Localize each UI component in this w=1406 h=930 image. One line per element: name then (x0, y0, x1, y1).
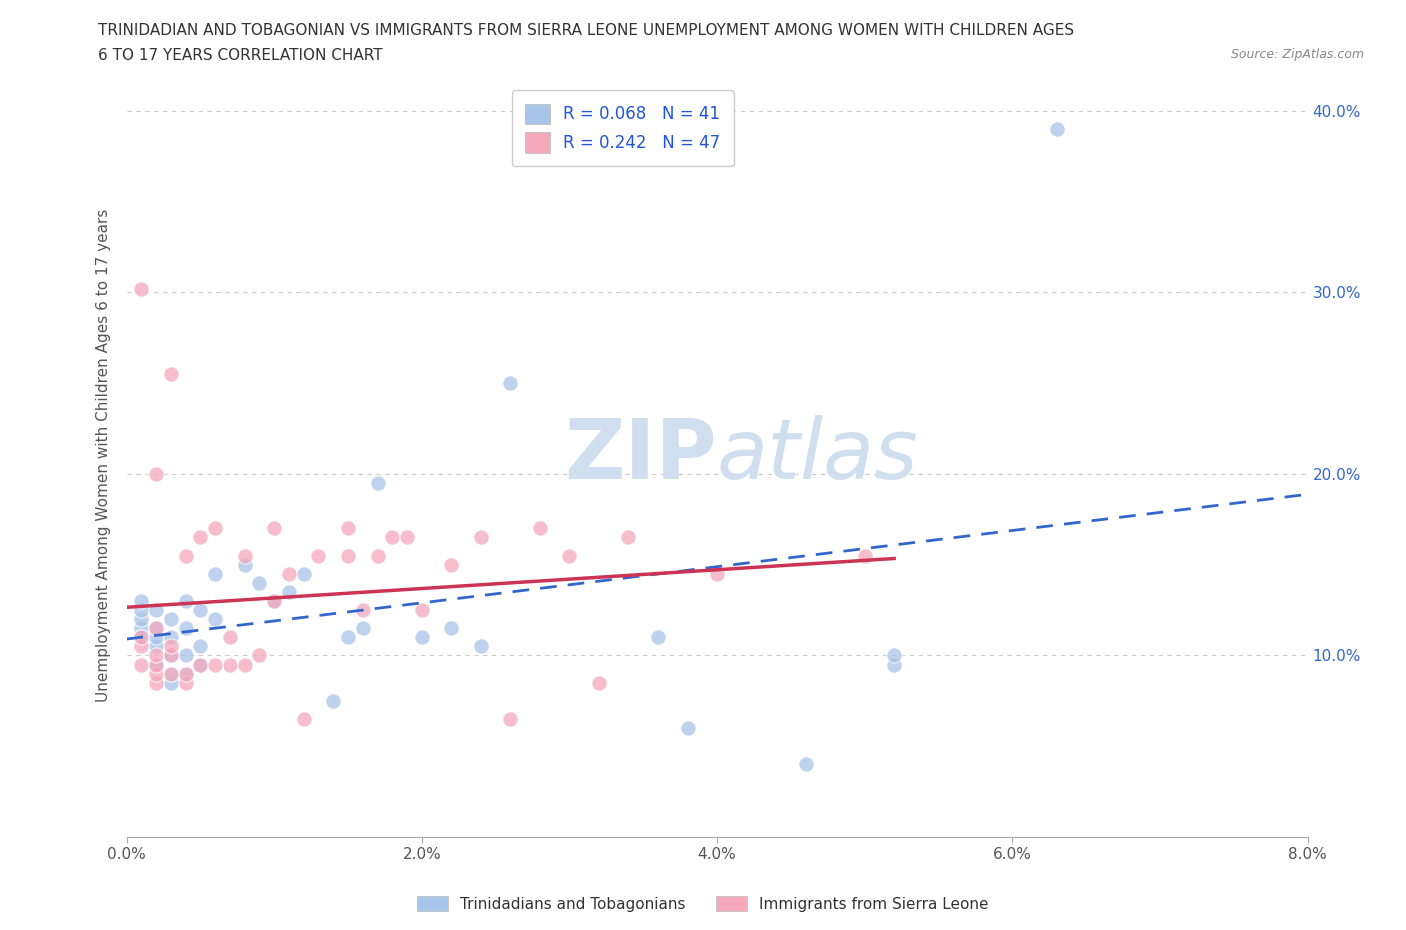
Point (129, 612, 153, 627)
Point (307, 548, 329, 563)
Point (292, 566, 315, 581)
Point (883, 658, 905, 672)
Point (160, 648, 183, 663)
Point (174, 666, 197, 681)
Point (188, 639, 212, 654)
Point (145, 658, 167, 672)
Y-axis label: Unemployment Among Women with Children Ages 6 to 17 years: Unemployment Among Women with Children A… (96, 209, 111, 702)
Point (188, 658, 212, 672)
Point (145, 620, 167, 635)
Point (883, 648, 905, 663)
Point (676, 721, 699, 736)
Legend: R = 0.068   N = 41, R = 0.242   N = 47: R = 0.068 N = 41, R = 0.242 N = 47 (512, 90, 734, 166)
Point (367, 548, 389, 563)
Text: atlas: atlas (717, 415, 918, 497)
Point (174, 666, 197, 681)
Point (411, 630, 433, 644)
Point (381, 530, 404, 545)
Point (145, 630, 167, 644)
Point (263, 593, 285, 608)
Point (129, 639, 153, 654)
Point (160, 675, 183, 690)
Point (204, 521, 226, 536)
Point (145, 467, 167, 482)
Point (617, 530, 640, 545)
Point (1046, 122, 1069, 137)
Text: ZIP: ZIP (565, 415, 717, 497)
Point (411, 603, 433, 618)
Point (129, 603, 153, 618)
Point (396, 530, 419, 545)
Point (470, 530, 492, 545)
Point (233, 658, 256, 672)
Point (204, 566, 226, 581)
Point (129, 620, 153, 635)
Point (174, 593, 197, 608)
Point (204, 612, 226, 627)
Point (529, 521, 551, 536)
Point (337, 548, 360, 563)
Legend: Trinidadians and Tobagonians, Immigrants from Sierra Leone: Trinidadians and Tobagonians, Immigrants… (412, 889, 994, 918)
Point (292, 711, 315, 726)
Point (440, 620, 463, 635)
Point (145, 675, 167, 690)
Point (263, 593, 285, 608)
Point (204, 658, 226, 672)
Point (233, 557, 256, 572)
Point (470, 639, 492, 654)
Point (129, 593, 153, 608)
Point (278, 566, 301, 581)
Point (647, 630, 669, 644)
Text: 6 TO 17 YEARS CORRELATION CHART: 6 TO 17 YEARS CORRELATION CHART (98, 48, 382, 63)
Point (188, 530, 212, 545)
Point (174, 620, 197, 635)
Point (129, 630, 153, 644)
Text: Source: ZipAtlas.com: Source: ZipAtlas.com (1230, 48, 1364, 61)
Point (794, 757, 817, 772)
Point (160, 366, 183, 381)
Point (188, 658, 212, 672)
Point (129, 658, 153, 672)
Point (174, 548, 197, 563)
Point (367, 475, 389, 490)
Point (129, 630, 153, 644)
Point (188, 603, 212, 618)
Point (499, 711, 522, 726)
Point (145, 603, 167, 618)
Point (129, 281, 153, 296)
Point (160, 666, 183, 681)
Point (160, 648, 183, 663)
Point (160, 639, 183, 654)
Point (145, 658, 167, 672)
Point (499, 376, 522, 391)
Point (337, 521, 360, 536)
Point (337, 630, 360, 644)
Point (440, 557, 463, 572)
Point (145, 639, 167, 654)
Point (352, 603, 374, 618)
Point (233, 548, 256, 563)
Point (174, 675, 197, 690)
Point (352, 620, 374, 635)
Point (145, 648, 167, 663)
Text: TRINIDADIAN AND TOBAGONIAN VS IMMIGRANTS FROM SIERRA LEONE UNEMPLOYMENT AMONG WO: TRINIDADIAN AND TOBAGONIAN VS IMMIGRANTS… (98, 23, 1074, 38)
Point (322, 694, 344, 709)
Point (160, 666, 183, 681)
Point (160, 612, 183, 627)
Point (588, 675, 610, 690)
Point (706, 566, 728, 581)
Point (853, 548, 876, 563)
Point (174, 648, 197, 663)
Point (219, 658, 242, 672)
Point (145, 620, 167, 635)
Point (558, 548, 581, 563)
Point (263, 521, 285, 536)
Point (249, 576, 271, 591)
Point (160, 630, 183, 644)
Point (219, 630, 242, 644)
Point (249, 648, 271, 663)
Point (278, 584, 301, 599)
Point (145, 666, 167, 681)
